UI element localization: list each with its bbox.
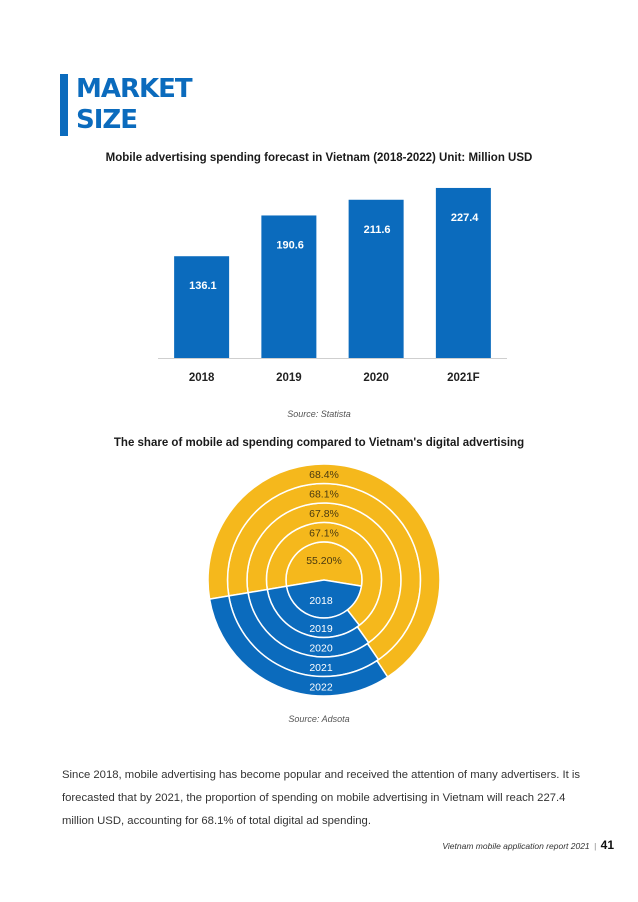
ring-2022-other-share: [208, 595, 389, 697]
ring-year-label: 2020: [309, 642, 333, 654]
ring-year-label: 2018: [309, 595, 333, 607]
bar-chart: 136.1 2018 190.6 2019 211.6 2020 227.4 2021F: [158, 187, 507, 384]
page-title: MARKET SIZE: [76, 74, 193, 136]
footer-report-title: Vietnam mobile application report 2021: [442, 841, 590, 851]
ring-chart-source: Source: Adsota: [288, 714, 350, 724]
bar-value-label: 227.4: [451, 212, 479, 224]
ring-chart-title: The share of mobile ad spending compared…: [113, 437, 525, 449]
body-paragraph: Since 2018, mobile advertising has becom…: [62, 769, 581, 827]
ring-chart: 55.20% 2018 67.1% 2019 67.8% 2020 68.1% 2021 68.…: [207, 463, 441, 697]
bar-chart-source: Source: Statista: [287, 409, 351, 419]
ring-2022-mobile-share: [207, 463, 441, 679]
bar-value-label: 136.1: [189, 280, 217, 292]
page-title-line-2: SIZE: [76, 105, 138, 135]
x-tick-label: 2018: [189, 372, 215, 384]
bar-chart-title: Mobile advertising spending forecast in …: [105, 152, 533, 164]
bar-2021F: [435, 187, 491, 358]
ring-share-label: 55.20%: [306, 555, 342, 567]
ring-share-label: 68.4%: [309, 469, 339, 481]
page-title-line-1: MARKET: [76, 74, 193, 104]
x-tick-label: 2021F: [447, 372, 480, 384]
x-tick-label: 2020: [363, 372, 389, 384]
ring-year-label: 2019: [309, 623, 333, 635]
x-tick-label: 2019: [276, 372, 302, 384]
page-number: 41: [600, 838, 614, 852]
bar-value-label: 211.6: [364, 224, 391, 236]
title-accent-bar: [60, 74, 68, 136]
footer-separator: |: [594, 841, 597, 851]
bar-2019: [261, 215, 317, 358]
bar-value-label: 190.6: [276, 239, 304, 251]
ring-share-label: 67.8%: [309, 508, 339, 520]
bar-2018: [174, 256, 230, 358]
ring-share-label: 68.1%: [309, 488, 339, 500]
bar-2020: [348, 199, 404, 358]
footer: Vietnam mobile application report 2021 |…: [442, 838, 614, 852]
ring-share-label: 67.1%: [309, 527, 339, 539]
ring-year-label: 2022: [309, 681, 333, 693]
ring-year-label: 2021: [309, 662, 333, 674]
